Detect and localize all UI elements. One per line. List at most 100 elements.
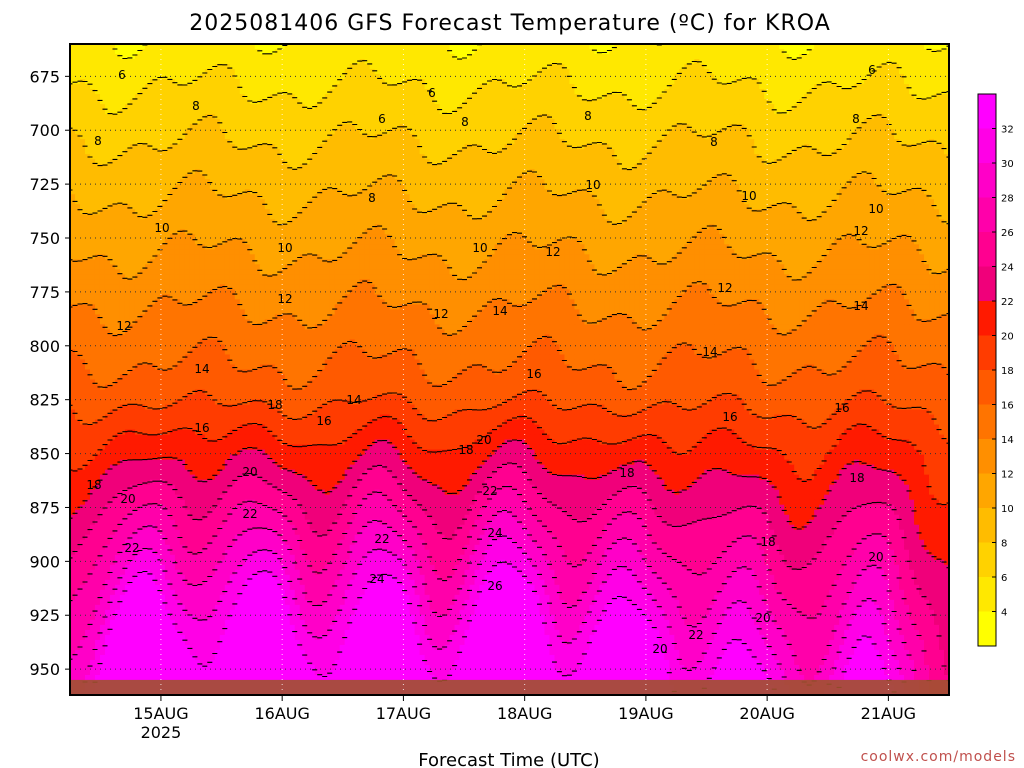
temperature-cell [749, 109, 755, 115]
temperature-cell [74, 164, 81, 170]
temperature-cell [689, 84, 695, 90]
temperature-cell [359, 54, 366, 60]
temperature-cell [549, 134, 556, 140]
temperature-cell [104, 149, 111, 155]
temperature-cell [624, 169, 630, 175]
temperature-cell [799, 144, 805, 150]
temperature-cell [859, 59, 865, 65]
temperature-cell [514, 144, 521, 150]
temperature-cell [274, 144, 281, 150]
temperature-cell [939, 109, 945, 115]
temperature-cell [474, 69, 481, 75]
temperature-cell [434, 64, 441, 70]
temperature-cell [174, 44, 181, 50]
temperature-cell [659, 179, 665, 185]
temperature-cell [694, 144, 700, 150]
temperature-cell [674, 139, 680, 145]
temperature-cell [329, 89, 336, 95]
temperature-cell [289, 109, 296, 115]
temperature-cell [389, 169, 396, 175]
temperature-cell [499, 109, 506, 115]
temperature-cell [804, 114, 810, 120]
temperature-cell [329, 124, 336, 130]
temperature-cell [629, 119, 635, 125]
temperature-cell [494, 119, 501, 125]
temperature-cell [319, 44, 326, 50]
temperature-cell [554, 84, 561, 90]
temperature-cell [879, 59, 885, 65]
temperature-cell [79, 174, 86, 180]
temperature-cell [724, 154, 730, 160]
temperature-cell [469, 104, 476, 110]
temperature-cell [479, 69, 486, 75]
temperature-cell [189, 89, 196, 95]
temperature-cell [264, 174, 271, 180]
temperature-cell [659, 44, 665, 50]
temperature-cell [554, 174, 561, 180]
temperature-cell [369, 44, 376, 50]
temperature-cell [529, 144, 536, 150]
temperature-cell [314, 174, 321, 180]
temperature-cell [659, 169, 665, 175]
temperature-cell [304, 109, 311, 115]
temperature-cell [74, 64, 81, 70]
temperature-cell [539, 84, 546, 90]
temperature-cell [819, 149, 825, 155]
temperature-cell [739, 164, 745, 170]
temperature-cell [924, 114, 930, 120]
temperature-cell [614, 84, 620, 90]
temperature-cell [544, 124, 551, 130]
temperature-cell [474, 114, 481, 120]
temperature-cell [834, 104, 840, 110]
temperature-cell [594, 174, 600, 180]
temperature-cell [209, 104, 216, 110]
temperature-cell [214, 59, 221, 65]
temperature-cell [679, 84, 685, 90]
temperature-cell [119, 99, 126, 105]
temperature-cell [919, 169, 925, 175]
temperature-cell [864, 149, 870, 155]
temperature-cell [784, 89, 790, 95]
temperature-cell [739, 124, 745, 130]
temperature-cell [109, 114, 116, 120]
temperature-cell [899, 169, 905, 175]
temperature-cell [534, 119, 541, 125]
temperature-cell [914, 149, 920, 155]
temperature-cell [424, 79, 431, 85]
temperature-cell [544, 164, 551, 170]
temperature-cell [559, 129, 566, 135]
temperature-cell [514, 129, 521, 135]
temperature-cell [714, 114, 720, 120]
temperature-cell [269, 139, 276, 145]
temperature-cell [234, 159, 241, 165]
temperature-cell [134, 164, 141, 170]
temperature-cell [109, 164, 116, 170]
temperature-cell [209, 159, 216, 165]
temperature-cell [654, 144, 660, 150]
temperature-cell [849, 149, 855, 155]
temperature-cell [489, 159, 496, 165]
temperature-cell [864, 169, 870, 175]
temperature-cell [399, 64, 406, 70]
temperature-cell [539, 99, 546, 105]
temperature-cell [399, 59, 406, 65]
temperature-cell [709, 104, 715, 110]
temperature-cell [844, 84, 850, 90]
temperature-cell [254, 89, 261, 95]
temperature-cell [169, 159, 176, 165]
temperature-cell [709, 54, 715, 60]
temperature-cell [934, 124, 940, 130]
temperature-cell [554, 109, 561, 115]
temperature-cell [689, 179, 695, 185]
temperature-cell [109, 84, 116, 90]
temperature-cell [189, 154, 196, 160]
temperature-cell [394, 144, 401, 150]
temperature-cell [694, 84, 700, 90]
temperature-cell [859, 44, 865, 50]
temperature-cell [109, 159, 116, 165]
temperature-cell [644, 179, 650, 185]
temperature-cell [584, 159, 590, 165]
temperature-cell [564, 164, 571, 170]
temperature-cell [764, 159, 770, 165]
temperature-cell [464, 79, 471, 85]
